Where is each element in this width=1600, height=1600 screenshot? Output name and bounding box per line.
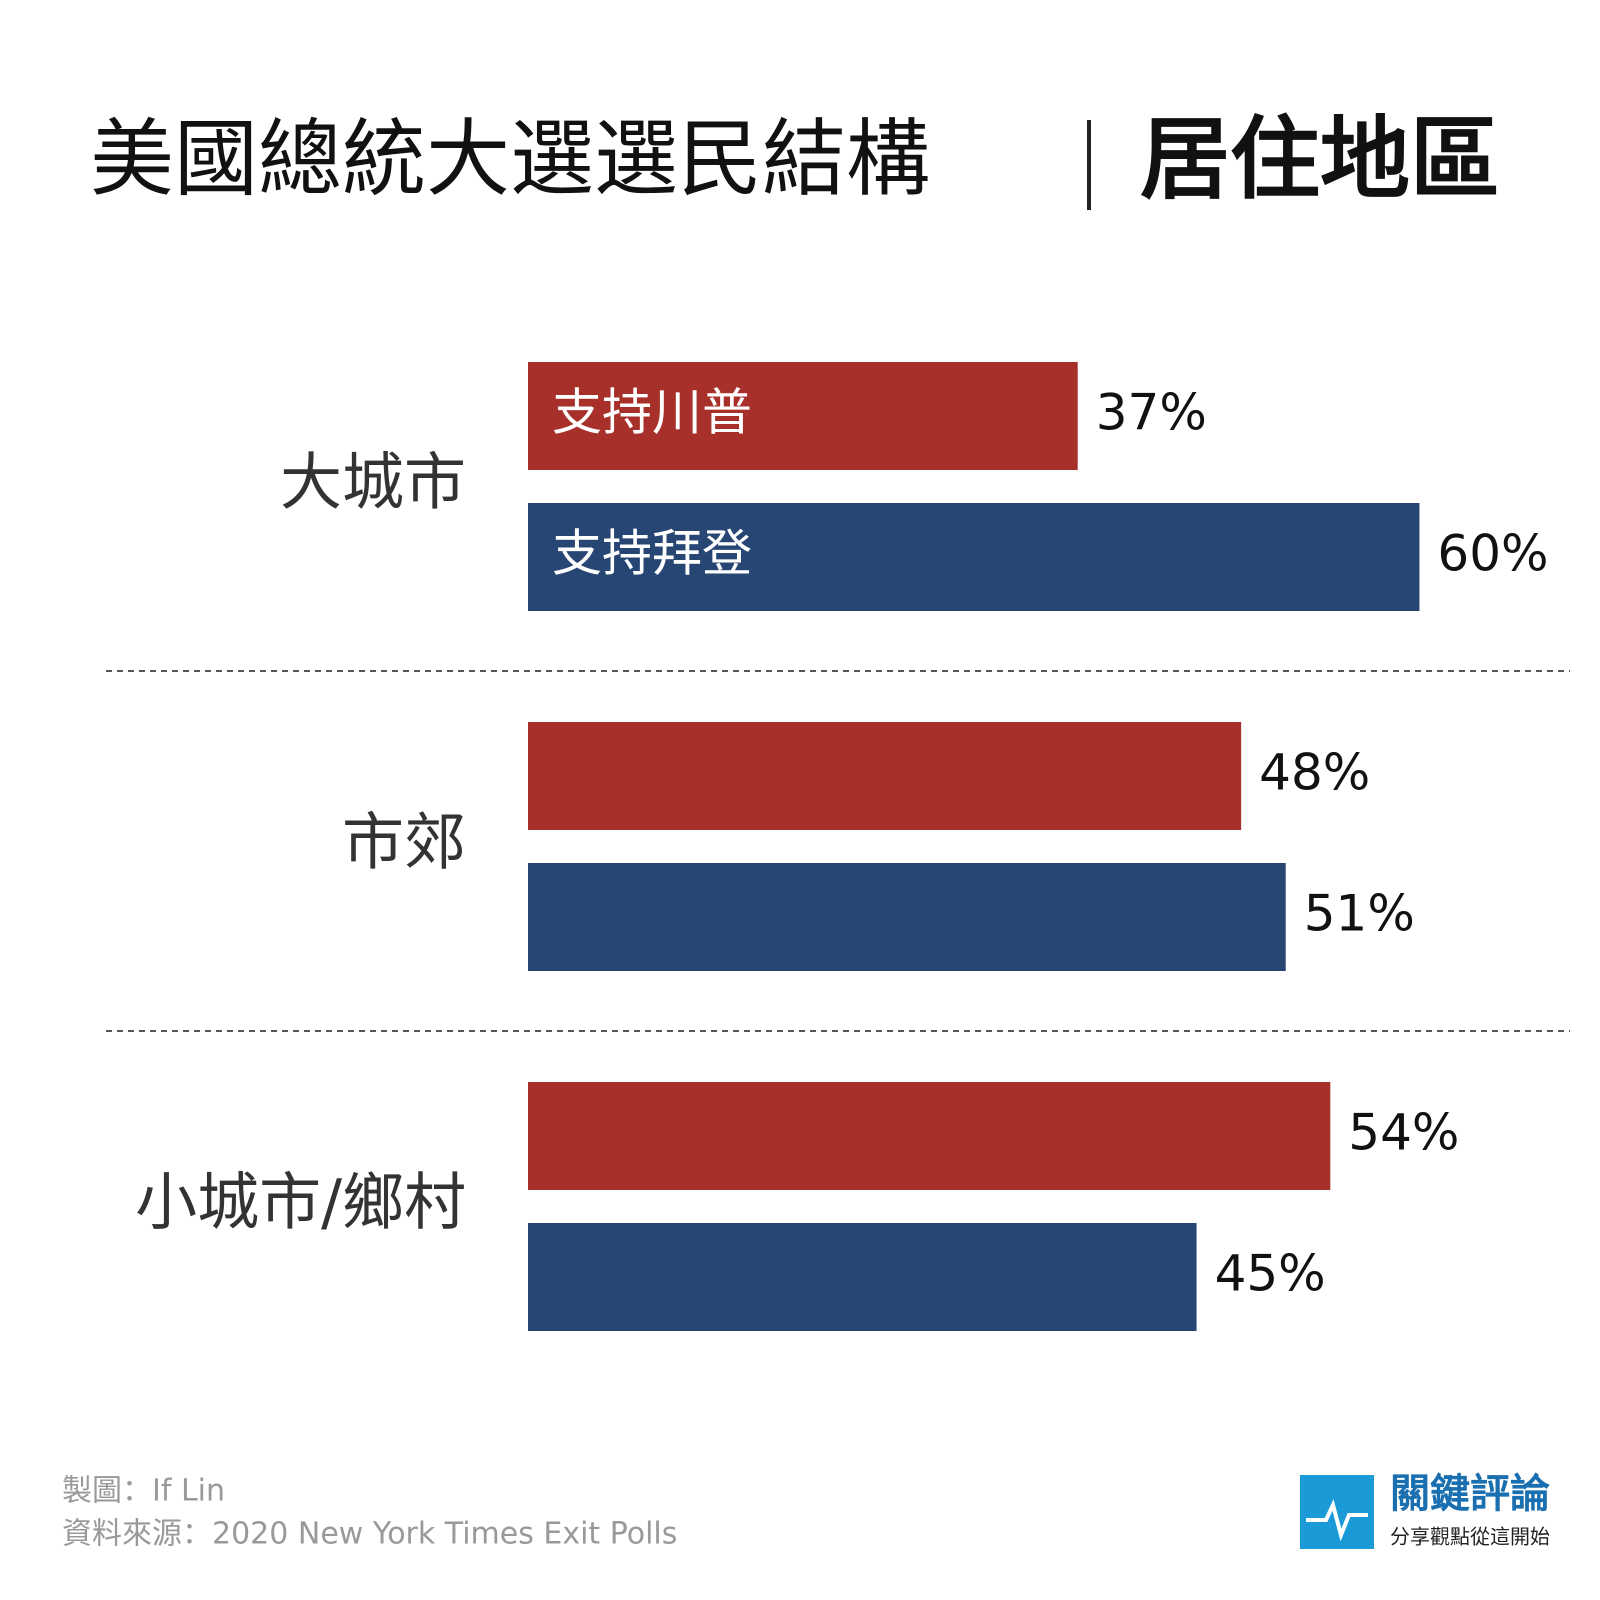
bar [528, 1223, 1197, 1331]
legend-label: 支持川普 [552, 384, 752, 442]
value-label: 51% [1304, 885, 1415, 943]
source: 資料來源：2020 New York Times Exit Polls [62, 1517, 677, 1552]
credit: 製圖：If Lin [62, 1474, 225, 1509]
logo-name: 關鍵評論 [1390, 1471, 1550, 1517]
category-label: 小城市/鄉村 [135, 1166, 466, 1239]
chart-subtitle: 居住地區 [1140, 107, 1500, 212]
bar [528, 722, 1242, 830]
value-label: 37% [1096, 384, 1207, 442]
bar [528, 863, 1286, 971]
title-separator [1087, 120, 1091, 210]
value-label: 45% [1215, 1245, 1326, 1303]
bar [528, 362, 1078, 470]
value-label: 48% [1259, 744, 1370, 802]
bar [528, 1082, 1331, 1190]
value-label: 54% [1348, 1104, 1459, 1162]
bar [528, 503, 1420, 611]
logo-pulse [1306, 1499, 1368, 1542]
category-label: 大城市 [280, 446, 466, 519]
chart-title: 美國總統大選選民結構 [90, 110, 930, 208]
logo-tagline: 分享觀點從這開始 [1390, 1525, 1550, 1549]
value-label: 60% [1437, 525, 1548, 583]
logo-icon [1300, 1475, 1374, 1549]
legend-label: 支持拜登 [552, 525, 752, 583]
category-label: 市郊 [342, 806, 466, 879]
